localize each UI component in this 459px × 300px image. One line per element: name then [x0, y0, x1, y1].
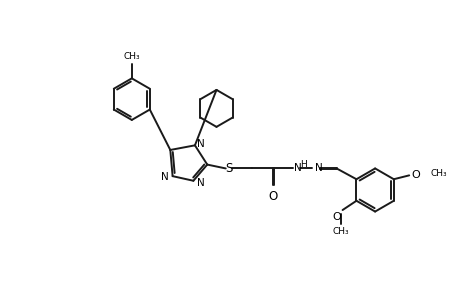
Text: O: O — [411, 169, 420, 180]
Text: N: N — [197, 139, 205, 149]
Text: N: N — [314, 164, 322, 173]
Text: CH₃: CH₃ — [430, 169, 447, 178]
Text: CH₃: CH₃ — [123, 52, 140, 61]
Text: O: O — [331, 212, 340, 222]
Text: N: N — [294, 163, 302, 173]
Text: CH₃: CH₃ — [332, 227, 348, 236]
Text: S: S — [224, 162, 232, 175]
Text: N: N — [197, 178, 205, 188]
Text: N: N — [161, 172, 168, 182]
Text: O: O — [268, 190, 278, 203]
Text: H: H — [299, 160, 306, 169]
